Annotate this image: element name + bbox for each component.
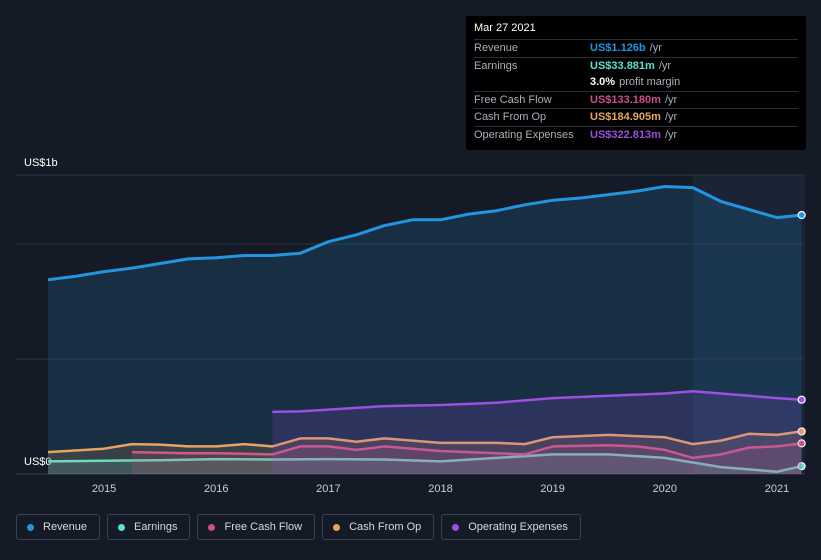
legend-label: Earnings bbox=[134, 521, 178, 533]
operating-expenses-area bbox=[272, 391, 802, 474]
y-axis-top-label: US$1b bbox=[24, 157, 58, 169]
x-tick-label: 2020 bbox=[653, 483, 677, 495]
legend-item-free-cash-flow[interactable]: Free Cash Flow bbox=[197, 514, 316, 540]
earnings-end-point bbox=[797, 462, 806, 471]
legend-dot-icon bbox=[27, 523, 34, 531]
operating-expenses-line bbox=[272, 389, 802, 414]
revenue-end-point bbox=[797, 210, 806, 220]
tooltip-row-unit: /yr bbox=[658, 59, 672, 72]
tooltip-row: Earnings US$33.881m/yr bbox=[474, 56, 798, 75]
tooltip-row-value: US$322.813m bbox=[590, 128, 661, 141]
legend-item-earnings[interactable]: Earnings bbox=[107, 514, 191, 540]
legend-label: Cash From Op bbox=[349, 521, 422, 533]
revenue-area bbox=[48, 186, 802, 474]
legend-label: Revenue bbox=[43, 521, 88, 533]
y-axis-bottom-label: US$0 bbox=[24, 456, 52, 468]
tooltip-row-value: US$184.905m bbox=[590, 111, 661, 124]
x-tick-label: 2018 bbox=[428, 483, 452, 495]
free-cash-flow-area bbox=[132, 443, 802, 474]
earnings-line bbox=[47, 453, 802, 473]
tooltip-row: Free Cash Flow US$133.180m/yr bbox=[474, 90, 798, 109]
legend-dot-icon bbox=[452, 523, 460, 531]
legend-label: Free Cash Flow bbox=[224, 521, 303, 533]
tooltip-row-value: US$133.180m bbox=[590, 93, 661, 106]
x-tick-label: 2019 bbox=[540, 483, 564, 495]
free-cash-flow-line bbox=[132, 442, 802, 460]
cash-from-op-end-point bbox=[797, 427, 806, 436]
chart: US$1b US$0 2015 2016 2017 2018 2019 2020 2021 bbox=[16, 157, 806, 495]
tooltip-row-value: 3.0% bbox=[590, 76, 616, 89]
legend-item-operating-expenses[interactable]: Operating Expenses bbox=[441, 514, 581, 540]
tooltip-row-label: Free Cash Flow bbox=[474, 93, 552, 106]
legend-dot-icon bbox=[208, 523, 216, 531]
tooltip: Mar 27 2021 Revenue US$1.126b/yr Earnings U… bbox=[466, 16, 806, 150]
tooltip-row-unit: /yr bbox=[664, 93, 678, 106]
operating-expenses-end-point bbox=[797, 395, 806, 404]
tooltip-row: 3.0% profit margin bbox=[474, 74, 798, 91]
tooltip-row-label: Operating Expenses bbox=[474, 128, 574, 141]
tooltip-row: Operating Expenses US$322.813m/yr bbox=[474, 125, 798, 144]
legend-item-cash-from-op[interactable]: Cash From Op bbox=[322, 514, 435, 540]
x-tick-label: 2015 bbox=[92, 483, 116, 495]
tooltip-row-unit: /yr bbox=[649, 42, 662, 55]
tooltip-row-unit: /yr bbox=[664, 128, 678, 141]
x-tick-label: 2017 bbox=[316, 483, 340, 495]
legend-dot-icon bbox=[118, 523, 126, 531]
tooltip-row-value: US$33.881m bbox=[590, 59, 655, 72]
x-tick-label: 2021 bbox=[765, 483, 789, 495]
tooltip-date: Mar 27 2021 bbox=[474, 22, 536, 34]
tooltip-row-label: Revenue bbox=[474, 42, 519, 55]
tooltip-row-label: Cash From Op bbox=[474, 111, 547, 124]
free-cash-flow-end-point bbox=[797, 439, 806, 448]
forecast-shade bbox=[692, 175, 805, 474]
legend-label: Operating Expenses bbox=[468, 521, 568, 533]
tooltip-row: Cash From Op US$184.905m/yr bbox=[474, 108, 798, 126]
tooltip-row: Revenue US$1.126b/yr bbox=[474, 39, 798, 57]
tooltip-row-unit: /yr bbox=[664, 111, 678, 124]
legend-item-revenue[interactable]: Revenue bbox=[16, 514, 101, 540]
legend-dot-icon bbox=[333, 523, 341, 531]
tooltip-row-label: Earnings bbox=[474, 59, 518, 72]
revenue-line bbox=[47, 185, 802, 282]
tooltip-row-unit: profit margin bbox=[619, 76, 681, 89]
cash-from-op-area bbox=[48, 431, 802, 474]
x-tick-label: 2016 bbox=[204, 483, 228, 495]
tooltip-row-value: US$1.126b bbox=[590, 42, 646, 55]
cash-from-op-line bbox=[47, 430, 802, 454]
legend: Revenue Earnings Free Cash Flow Cash From O… bbox=[16, 514, 581, 540]
